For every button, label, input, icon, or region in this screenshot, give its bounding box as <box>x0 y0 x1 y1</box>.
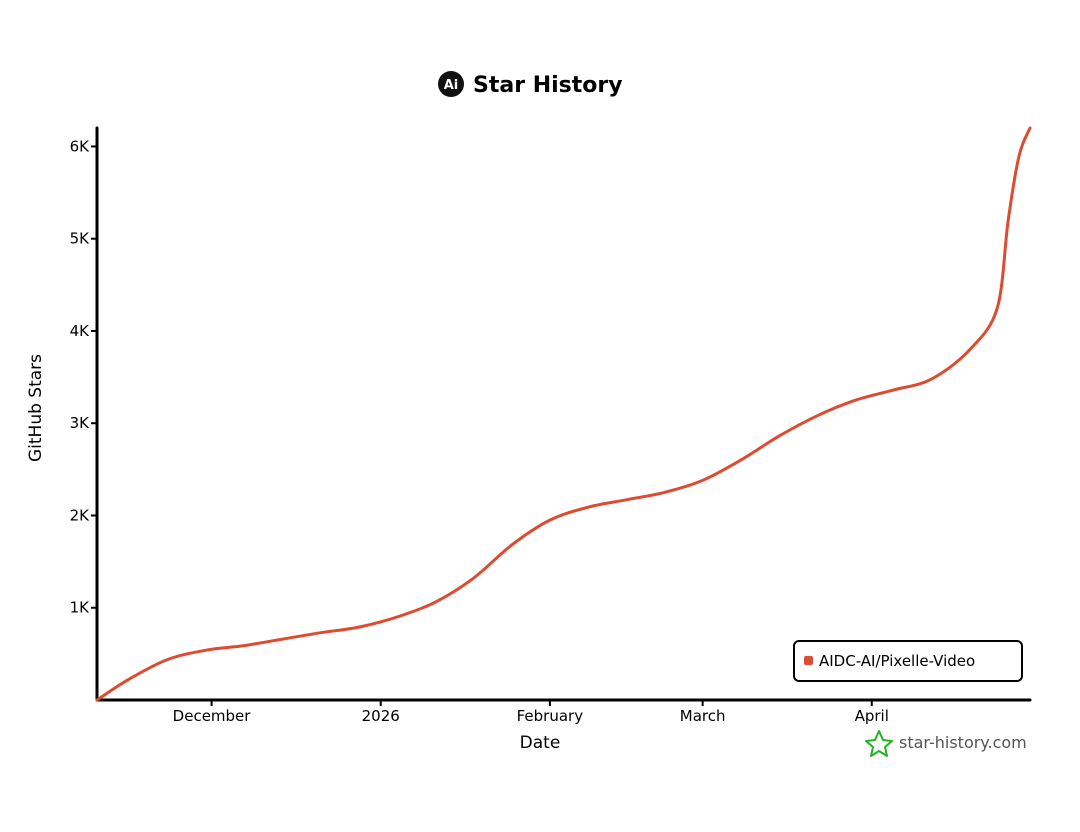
y-tick-label: 1K <box>70 599 91 617</box>
chart-title: Star History <box>473 73 623 98</box>
y-tick-label: 2K <box>70 506 91 524</box>
x-tick-label: February <box>517 707 584 725</box>
y-axis-title: GitHub Stars <box>26 354 46 462</box>
watermark-text: star-history.com <box>899 733 1027 752</box>
series-line-pixelle-video <box>95 126 1032 702</box>
y-tick-label: 5K <box>70 230 91 248</box>
y-tick-label: 4K <box>70 322 91 340</box>
y-tick-label: 6K <box>70 137 91 155</box>
legend: AIDC-AI/Pixelle-Video <box>793 640 1023 682</box>
x-tick-label: December <box>173 707 252 725</box>
watermark: star-history.com <box>865 730 1027 757</box>
logo-icon <box>438 71 464 97</box>
y-tick-labels: 1K 2K 3K 4K 5K 6K <box>70 137 97 617</box>
x-tick-label: April <box>855 707 889 725</box>
logo-text: Ai <box>444 78 459 93</box>
x-axis-title: Date <box>520 733 561 753</box>
x-tick-label: 2026 <box>362 707 400 725</box>
legend-label: AIDC-AI/Pixelle-Video <box>819 652 975 670</box>
chart-title-group: Ai Star History <box>438 71 623 98</box>
x-tick-labels: December 2026 February March April <box>173 700 889 725</box>
star-outline-icon <box>865 730 893 757</box>
y-tick-label: 3K <box>70 414 91 432</box>
legend-swatch <box>804 656 813 665</box>
legend-box <box>793 640 1023 682</box>
x-tick-label: March <box>680 707 726 725</box>
